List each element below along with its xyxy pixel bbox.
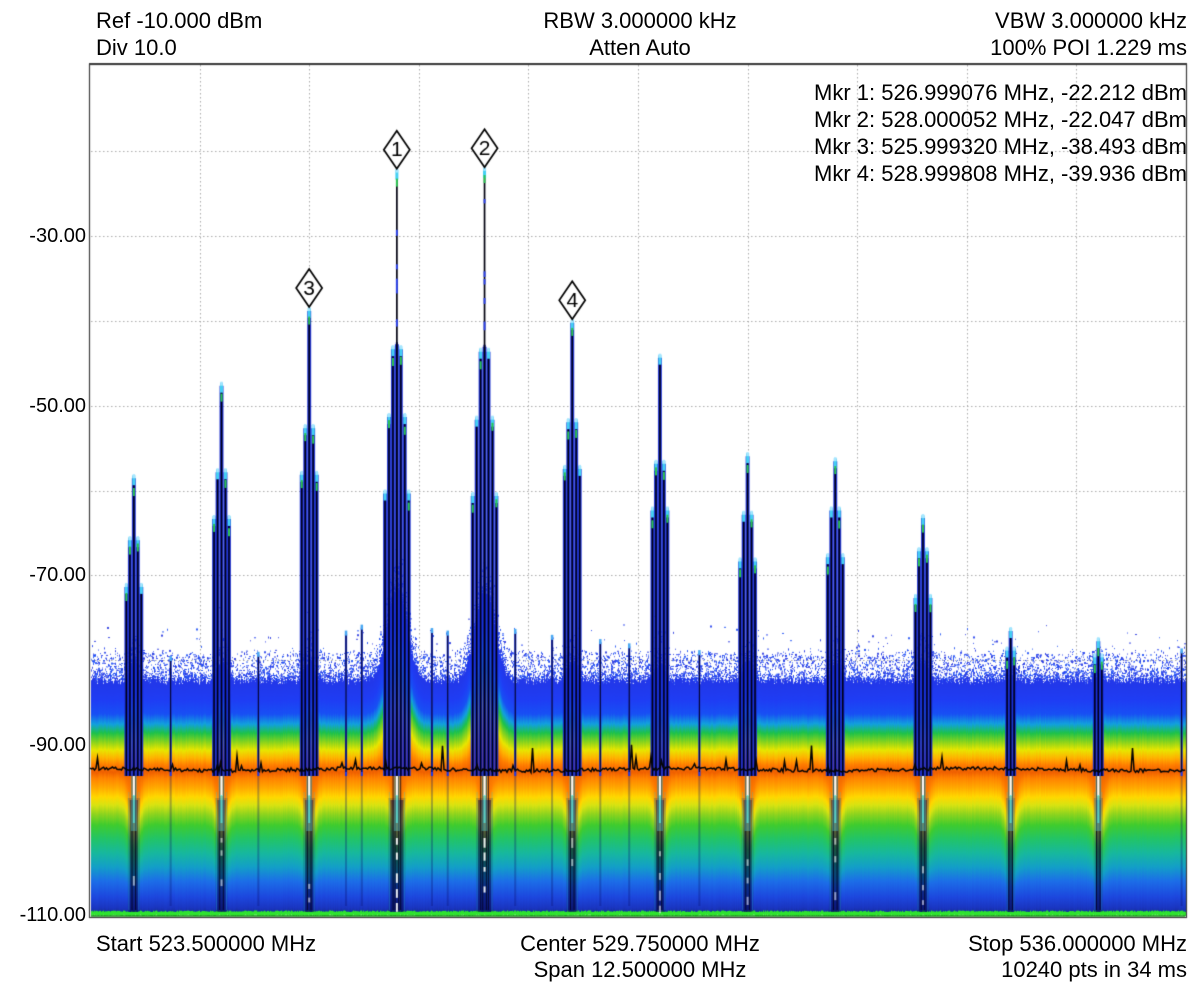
y-axis-tick-label: -70.00 [29, 564, 86, 587]
y-axis-tick-label: -30.00 [29, 224, 86, 247]
stop-freq-label: Stop 536.000000 MHz [968, 931, 1187, 956]
rbw-label: RBW 3.000000 kHz [543, 8, 737, 33]
start-freq-label: Start 523.500000 MHz [96, 931, 317, 956]
marker-readout-3: Mkr 3: 525.999320 MHz, -38.493 dBm [814, 134, 1187, 159]
poi-label: 100% POI 1.229 ms [990, 35, 1187, 60]
atten-label: Atten Auto [589, 35, 691, 60]
y-axis-tick-label: -90.00 [29, 734, 86, 757]
span-label: Span 12.500000 MHz [533, 957, 747, 982]
marker-readout-block: Mkr 1: 526.999076 MHz, -22.212 dBm Mkr 2… [814, 79, 1187, 187]
marker-readout-1: Mkr 1: 526.999076 MHz, -22.212 dBm [814, 80, 1187, 105]
vbw-label: VBW 3.000000 kHz [995, 8, 1187, 33]
center-freq-label: Center 529.750000 MHz [520, 931, 760, 956]
div-scale-label: Div 10.0 [96, 35, 177, 60]
y-axis-tick-label: -110.00 [19, 904, 86, 926]
points-sweep-label: 10240 pts in 34 ms [1001, 957, 1187, 982]
ref-level-label: Ref -10.000 dBm [96, 8, 263, 33]
marker-readout-4: Mkr 4: 528.999808 MHz, -39.936 dBm [814, 161, 1187, 186]
y-axis-tick-label: -50.00 [29, 394, 86, 417]
marker-readout-2: Mkr 2: 528.000052 MHz, -22.047 dBm [814, 107, 1187, 132]
